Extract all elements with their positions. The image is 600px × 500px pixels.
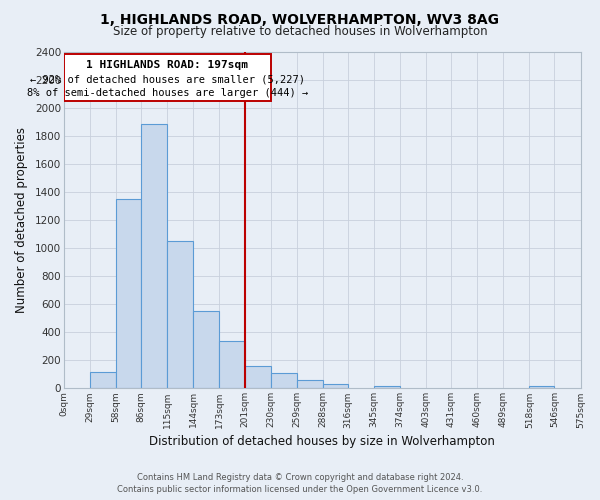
Text: 1, HIGHLANDS ROAD, WOLVERHAMPTON, WV3 8AG: 1, HIGHLANDS ROAD, WOLVERHAMPTON, WV3 8A… xyxy=(101,12,499,26)
X-axis label: Distribution of detached houses by size in Wolverhampton: Distribution of detached houses by size … xyxy=(149,434,495,448)
Text: Contains HM Land Registry data © Crown copyright and database right 2024.
Contai: Contains HM Land Registry data © Crown c… xyxy=(118,472,482,494)
Text: 8% of semi-detached houses are larger (444) →: 8% of semi-detached houses are larger (4… xyxy=(26,88,308,99)
Bar xyxy=(529,386,554,388)
Bar xyxy=(64,54,271,100)
Bar xyxy=(245,366,271,388)
Bar xyxy=(374,386,400,388)
Bar xyxy=(271,373,296,388)
Text: Size of property relative to detached houses in Wolverhampton: Size of property relative to detached ho… xyxy=(113,25,487,38)
Bar xyxy=(167,241,193,388)
Bar xyxy=(141,124,167,388)
Bar xyxy=(220,340,245,388)
Bar xyxy=(90,372,116,388)
Y-axis label: Number of detached properties: Number of detached properties xyxy=(15,127,28,313)
Bar xyxy=(296,380,323,388)
Text: ← 92% of detached houses are smaller (5,227): ← 92% of detached houses are smaller (5,… xyxy=(30,75,305,85)
Bar xyxy=(193,311,220,388)
Bar xyxy=(323,384,348,388)
Bar xyxy=(116,199,141,388)
Text: 1 HIGHLANDS ROAD: 197sqm: 1 HIGHLANDS ROAD: 197sqm xyxy=(86,60,248,70)
